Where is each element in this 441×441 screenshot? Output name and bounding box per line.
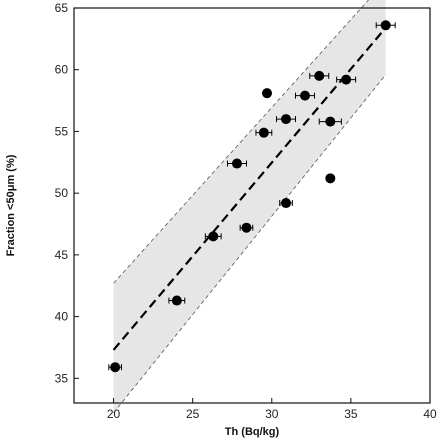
x-tick-label: 30	[265, 407, 279, 421]
data-point-12	[318, 116, 342, 127]
data-point-5	[239, 222, 254, 233]
data-point-marker	[380, 20, 391, 31]
data-point-15	[375, 20, 396, 31]
data-point-marker	[258, 127, 269, 138]
x-tick-label: 20	[107, 407, 121, 421]
x-tick-label: 25	[186, 407, 200, 421]
data-point-9	[279, 198, 293, 209]
x-axis-label: Th (Bq/kg)	[225, 426, 280, 438]
data-point-marker	[281, 198, 292, 209]
data-point-11	[309, 70, 330, 81]
confidence-band-layer	[113, 0, 387, 414]
data-point-marker	[262, 88, 273, 99]
x-tick-label: 40	[423, 407, 437, 421]
x-tick-label: 35	[344, 407, 358, 421]
plot-frame	[73, 7, 431, 404]
y-tick-label: 55	[55, 124, 69, 138]
fit-line-layer	[112, 27, 387, 351]
confidence-band-upper	[113, 0, 369, 284]
data-point-layer	[108, 20, 396, 373]
data-point-marker	[241, 222, 252, 233]
y-tick-label: 50	[55, 186, 69, 200]
y-axis-label: Fraction <50μm (%)	[5, 154, 17, 256]
y-tick-label: 40	[55, 310, 69, 324]
data-point-marker	[300, 90, 311, 101]
y-tick-label: 60	[55, 63, 69, 77]
y-tick-label: 35	[55, 371, 69, 385]
data-point-13	[325, 173, 336, 184]
data-point-10	[295, 90, 315, 101]
data-point-marker	[208, 231, 219, 242]
data-point-marker	[110, 362, 121, 373]
data-point-1	[108, 362, 122, 373]
data-point-3	[204, 231, 222, 242]
data-point-8	[276, 114, 297, 125]
confidence-band-lower	[113, 74, 387, 414]
data-point-7	[262, 88, 273, 99]
y-tick-label: 45	[55, 248, 69, 262]
y-tick-label: 65	[55, 1, 69, 15]
data-point-marker	[341, 74, 352, 85]
data-point-marker	[281, 114, 292, 125]
data-point-marker	[325, 116, 336, 127]
data-point-14	[336, 74, 357, 85]
data-point-marker	[325, 173, 336, 184]
axis-ticks: 20 25 30 35 40 35 40 45 50 55 60 65	[55, 1, 437, 421]
data-point-6	[255, 127, 273, 138]
data-point-4	[226, 158, 247, 169]
confidence-band	[113, 0, 386, 413]
fit-line	[112, 27, 387, 351]
data-point-marker	[231, 158, 242, 169]
data-point-marker	[314, 70, 325, 81]
data-point-marker	[171, 295, 182, 306]
data-point-2	[168, 295, 186, 306]
